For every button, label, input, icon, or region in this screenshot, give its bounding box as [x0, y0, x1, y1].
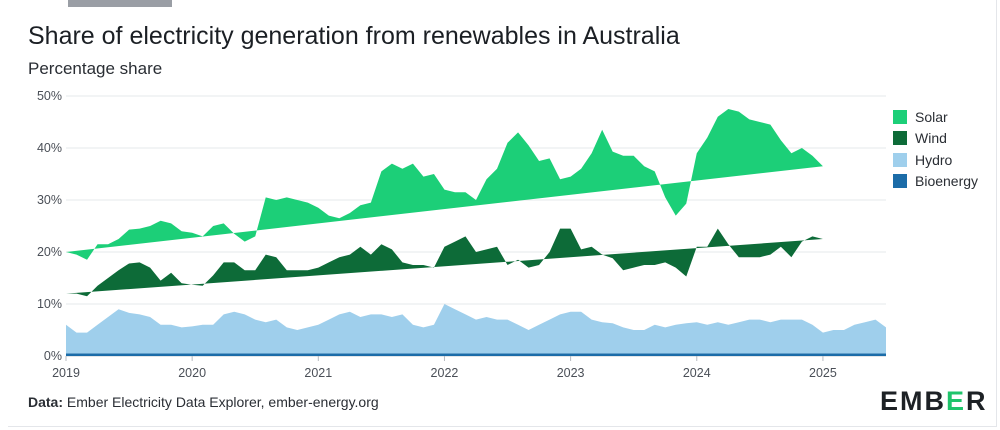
legend-swatch-wind: [893, 131, 907, 146]
chart-title: Share of electricity generation from ren…: [28, 22, 680, 50]
legend-label-wind: Wind: [915, 130, 947, 147]
y-tick-label: 0%: [44, 349, 62, 363]
y-tick-label: 10%: [37, 297, 62, 311]
legend-label-hydro: Hydro: [915, 151, 953, 168]
x-tick-label: 2024: [683, 366, 711, 380]
x-tick-label: 2022: [431, 366, 459, 380]
area-solar: [66, 109, 823, 260]
legend-swatch-solar: [893, 109, 907, 124]
legend-item-solar[interactable]: Solar: [893, 106, 978, 128]
x-tick-label: 2021: [304, 366, 332, 380]
legend-item-bioenergy[interactable]: Bioenergy: [893, 171, 978, 193]
y-tick-label: 50%: [37, 89, 62, 103]
area-hydro: [66, 304, 886, 354]
y-tick-label: 30%: [37, 193, 62, 207]
source-note: Data: Ember Electricity Data Explorer, e…: [28, 394, 379, 410]
legend-swatch-bioenergy: [893, 174, 907, 189]
top-tab-indicator: [68, 0, 172, 7]
source-label: Data:: [28, 394, 64, 410]
y-tick-label: 40%: [37, 141, 62, 155]
logo-text-2: R: [966, 386, 988, 416]
chart-card: [8, 0, 997, 427]
legend-label-solar: Solar: [915, 108, 948, 125]
x-tick-label: 2023: [557, 366, 585, 380]
area-bioenergy: [66, 353, 886, 356]
area-wind: [66, 228, 823, 297]
legend-label-bioenergy: Bioenergy: [915, 173, 979, 190]
x-tick-label: 2020: [178, 366, 206, 380]
legend: Solar Wind Hydro Bioenergy: [893, 106, 978, 192]
legend-item-hydro[interactable]: Hydro: [893, 149, 978, 171]
x-tick-label: 2019: [52, 366, 80, 380]
y-tick-label: 20%: [37, 245, 62, 259]
x-tick-label: 2025: [809, 366, 837, 380]
legend-item-wind[interactable]: Wind: [893, 128, 978, 150]
ember-logo[interactable]: EMBER: [880, 386, 988, 417]
chart-subtitle: Percentage share: [28, 59, 163, 78]
source-link[interactable]: Ember Electricity Data Explorer, ember-e…: [66, 394, 379, 410]
logo-accent-e: E: [946, 386, 967, 416]
logo-text-1: EMB: [880, 386, 946, 416]
legend-swatch-hydro: [893, 152, 907, 167]
